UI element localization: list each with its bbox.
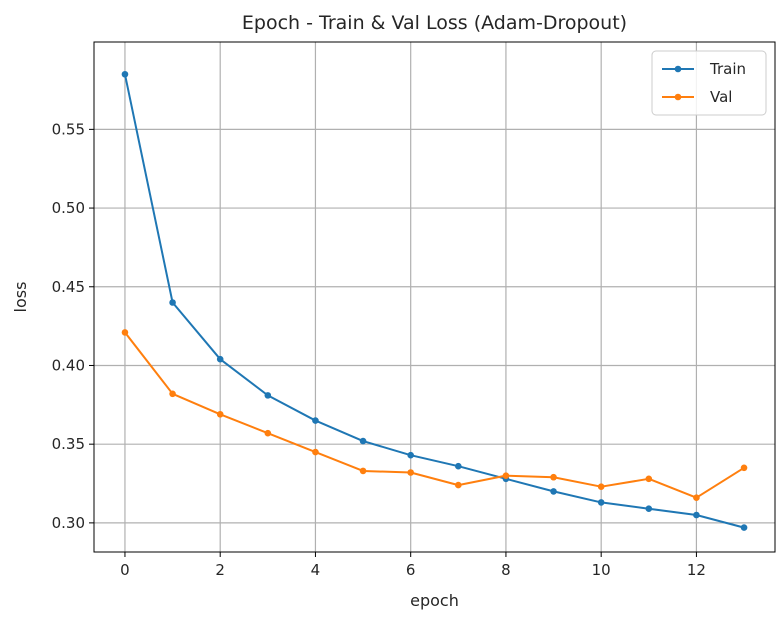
train-point: [740, 524, 748, 531]
legend-box: [651, 50, 767, 116]
x-tick-label: 8: [501, 561, 511, 579]
legend-label-train: Train: [709, 60, 746, 78]
val-point: [216, 410, 224, 418]
legend-label-val: Val: [710, 88, 732, 106]
x-tick-label: 0: [120, 561, 130, 579]
val-point: [264, 429, 272, 437]
y-tick-label: 0.35: [52, 435, 85, 453]
train-point: [264, 392, 272, 399]
x-tick-label: 2: [215, 561, 225, 579]
val-point: [359, 467, 367, 475]
train-series-line: [123, 74, 745, 529]
x-axis-label: epoch: [410, 591, 459, 610]
plot-frame: [93, 41, 776, 553]
grid: [94, 42, 775, 552]
x-tick-label: 12: [687, 561, 706, 579]
val-point: [550, 473, 557, 481]
y-tick-label: 0.50: [52, 199, 85, 217]
y-tick-label: 0.45: [52, 278, 85, 296]
train-point: [645, 505, 653, 513]
y-tick-label: 0.55: [52, 120, 85, 138]
train-point: [359, 437, 367, 445]
x-tick-label: 6: [406, 561, 416, 579]
val-point: [502, 472, 510, 479]
val-point: [455, 481, 462, 489]
x-tick-label: 10: [592, 561, 611, 579]
train-point: [216, 355, 224, 363]
val-point: [312, 448, 319, 456]
train-point: [407, 451, 414, 459]
chart-title: Epoch - Train & Val Loss (Adam-Dropout): [242, 12, 627, 34]
val-series-line: [124, 331, 745, 499]
y-tick-label: 0.40: [52, 356, 85, 374]
val-point: [740, 464, 748, 472]
legend-marker-val: [674, 93, 682, 101]
val-point: [121, 329, 129, 336]
train-point: [312, 417, 319, 424]
train-point: [597, 499, 605, 506]
y-axis-label: loss: [11, 282, 30, 313]
train-point: [693, 511, 700, 519]
legend: Train Val: [651, 50, 767, 116]
train-point: [455, 462, 462, 470]
val-point: [169, 390, 176, 398]
x-tick-label: 4: [311, 561, 321, 579]
val-point: [645, 475, 653, 483]
train-point: [121, 70, 129, 78]
val-point: [597, 483, 605, 490]
series-group: [121, 70, 748, 531]
val-point: [693, 494, 700, 501]
train-point: [169, 299, 176, 306]
train-point: [550, 488, 557, 495]
legend-marker-train: [674, 65, 682, 73]
y-tick-label: 0.30: [52, 514, 85, 532]
ticks: 0 2 4 6 8 10 12 0.30 0.35 0.40 0.45 0.50 0.55: [52, 120, 706, 579]
val-point: [407, 469, 414, 476]
